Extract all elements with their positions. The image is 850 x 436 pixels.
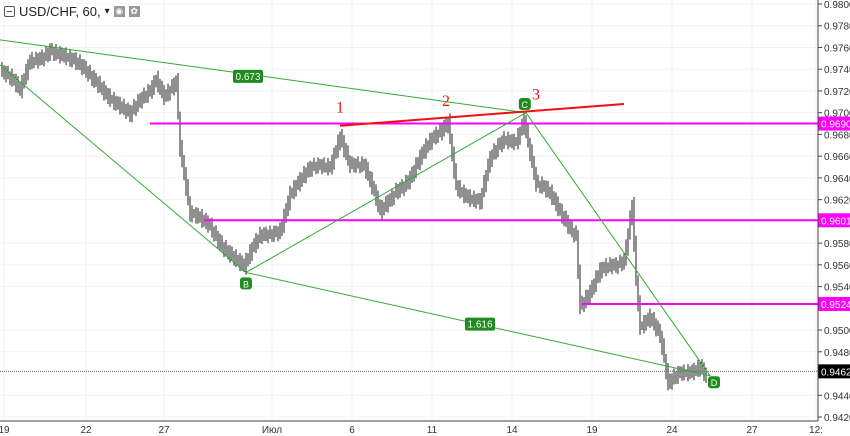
level-badge — [818, 213, 850, 228]
chart-header: USD/CHF, 60, ▾ ◉ ✿ — [4, 4, 140, 19]
trend-line — [0, 64, 247, 273]
trend-line — [245, 112, 527, 273]
point-label: C — [522, 100, 529, 110]
x-tick-label: 19 — [586, 425, 598, 436]
ratio-label: 1.616 — [467, 320, 492, 331]
x-tick-label: Июл — [262, 425, 282, 436]
y-tick-label: 0.9420 — [824, 413, 850, 424]
x-tick-label: 24 — [666, 425, 678, 436]
x-tick-label: 19 — [0, 425, 10, 436]
current-price-label: 0.9462 — [821, 367, 850, 378]
point-badge — [708, 376, 720, 389]
wave-label: 2 — [442, 93, 450, 110]
gear-icon[interactable]: ✿ — [128, 6, 140, 17]
ratio-badge — [233, 69, 263, 83]
wave-label: 1 — [336, 100, 344, 117]
x-tick-label: 27 — [746, 425, 758, 436]
x-tick-label: 22 — [80, 425, 92, 436]
level-label: 0.9690 — [821, 120, 850, 131]
settings-icon[interactable]: ◉ — [113, 6, 125, 17]
level-label: 0.9601 — [821, 216, 850, 227]
x-tick-label: 14 — [506, 425, 518, 436]
x-tick-label: 12: — [809, 425, 823, 436]
point-label: D — [711, 378, 718, 388]
point-label: B — [243, 279, 249, 289]
level-badge — [818, 296, 850, 311]
x-tick-label: 27 — [158, 425, 170, 436]
x-tick-label: 6 — [349, 425, 355, 436]
collapse-icon[interactable] — [4, 6, 15, 17]
red-trend-line — [339, 102, 625, 127]
ratio-label: 0.673 — [235, 72, 260, 83]
current-price-badge — [818, 364, 850, 379]
point-badge — [518, 97, 531, 110]
point-badge — [240, 277, 252, 290]
x-tick-label: 11 — [427, 425, 438, 436]
level-badge — [818, 116, 850, 131]
level-label: 0.9524 — [821, 300, 850, 311]
ratio-badge — [465, 317, 495, 331]
trend-line — [525, 112, 711, 376]
dropdown-icon[interactable]: ▾ — [104, 6, 110, 17]
wave-label: 3 — [532, 87, 540, 104]
symbol-label[interactable]: USD/CHF, 60, — [19, 4, 101, 19]
